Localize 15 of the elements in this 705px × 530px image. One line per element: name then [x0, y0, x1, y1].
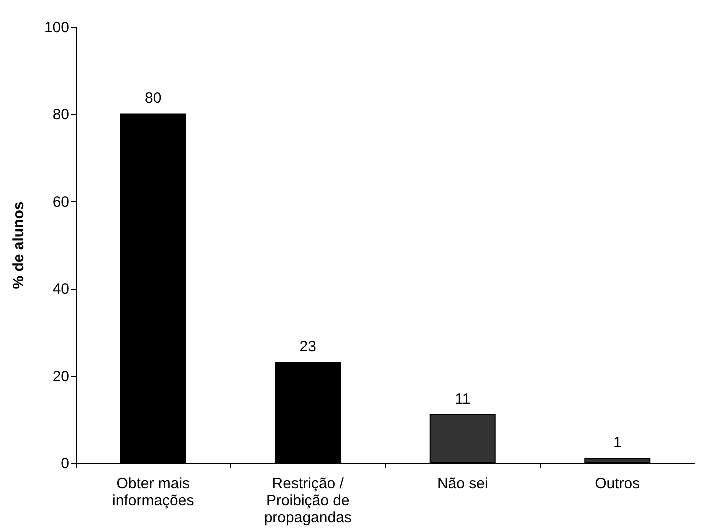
- y-tick-label: 20: [52, 368, 70, 386]
- data-label: 11: [455, 391, 471, 408]
- x-tick-label: Não sei: [437, 476, 488, 492]
- y-tick-label: 100: [44, 20, 70, 36]
- x-tick-label: Restrição / Proibição de propagandas: [264, 476, 352, 526]
- y-tick-label: 80: [52, 106, 70, 124]
- data-label: 80: [145, 90, 162, 108]
- y-axis-title: % de alunos: [10, 202, 28, 290]
- x-tick-label: Outros: [595, 476, 640, 492]
- y-tick-label: 0: [61, 456, 70, 472]
- x-tick-label: Obter mais informações: [112, 476, 194, 510]
- data-label: 23: [300, 338, 316, 356]
- y-tick-label: 60: [52, 194, 70, 211]
- y-tick-label: 40: [52, 281, 70, 298]
- data-label: 1: [613, 434, 622, 452]
